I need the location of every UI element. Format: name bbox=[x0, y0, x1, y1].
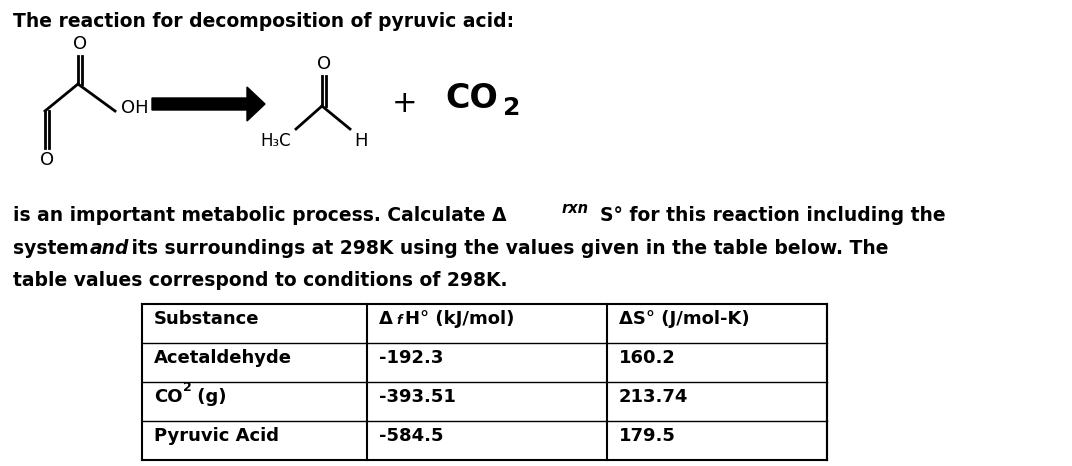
Text: The reaction for decomposition of pyruvic acid:: The reaction for decomposition of pyruvi… bbox=[13, 12, 515, 31]
Text: 2: 2 bbox=[183, 381, 192, 394]
Text: and: and bbox=[90, 239, 130, 258]
Text: O: O bbox=[73, 35, 87, 53]
Text: H° (kJ/mol): H° (kJ/mol) bbox=[405, 310, 515, 328]
Text: CO: CO bbox=[154, 388, 182, 406]
Text: 160.2: 160.2 bbox=[619, 349, 675, 367]
Polygon shape bbox=[152, 87, 265, 121]
Text: O: O bbox=[317, 55, 331, 73]
Text: O: O bbox=[40, 151, 54, 169]
Text: -192.3: -192.3 bbox=[379, 349, 444, 367]
Text: ΔS° (J/mol-K): ΔS° (J/mol-K) bbox=[619, 310, 749, 328]
Text: 179.5: 179.5 bbox=[619, 427, 675, 445]
Text: H: H bbox=[354, 132, 368, 150]
Text: 213.74: 213.74 bbox=[619, 388, 688, 406]
Text: system: system bbox=[13, 239, 95, 258]
Text: H₃C: H₃C bbox=[260, 132, 291, 150]
Text: +: + bbox=[392, 89, 418, 118]
Text: 2: 2 bbox=[503, 96, 520, 120]
Text: rxn: rxn bbox=[562, 201, 589, 216]
Text: (g): (g) bbox=[192, 388, 227, 406]
Text: Pyruvic Acid: Pyruvic Acid bbox=[154, 427, 279, 445]
Text: -393.51: -393.51 bbox=[379, 388, 456, 406]
Text: OH: OH bbox=[121, 99, 149, 117]
Text: Acetaldehyde: Acetaldehyde bbox=[154, 349, 292, 367]
Text: -584.5: -584.5 bbox=[379, 427, 444, 445]
Text: Δ: Δ bbox=[379, 310, 392, 328]
Text: f: f bbox=[396, 314, 402, 327]
Text: its surroundings at 298K using the values given in the table below. The: its surroundings at 298K using the value… bbox=[125, 239, 889, 258]
Text: table values correspond to conditions of 298K.: table values correspond to conditions of… bbox=[13, 271, 507, 290]
Text: is an important metabolic process. Calculate Δ: is an important metabolic process. Calcu… bbox=[13, 206, 506, 225]
Text: S° for this reaction including the: S° for this reaction including the bbox=[600, 206, 946, 225]
Text: CO: CO bbox=[445, 82, 497, 115]
Text: Substance: Substance bbox=[154, 310, 259, 328]
